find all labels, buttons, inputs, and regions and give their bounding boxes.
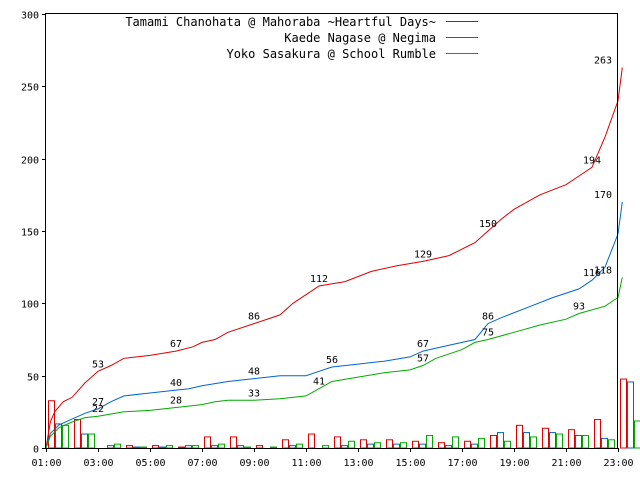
data-label: 118 xyxy=(594,265,612,276)
data-label: 170 xyxy=(594,190,612,201)
x-tick-label: 13:00 xyxy=(343,458,373,469)
legend-label: Kaede Nagase @ Negima xyxy=(284,31,436,45)
y-tick-label: 0 xyxy=(33,445,39,456)
x-tick-label: 23:00 xyxy=(603,458,633,469)
data-label: 41 xyxy=(313,377,325,388)
data-label: 116 xyxy=(583,268,601,279)
data-label: 86 xyxy=(482,312,494,323)
hourly-bar xyxy=(159,446,166,449)
data-label: 194 xyxy=(583,155,601,166)
hourly-bar xyxy=(178,446,185,449)
data-label: 48 xyxy=(248,367,260,378)
hourly-bar xyxy=(620,378,627,449)
hourly-bar xyxy=(270,446,277,449)
x-tick-label: 15:00 xyxy=(395,458,425,469)
data-label: 129 xyxy=(414,249,432,260)
data-label: 263 xyxy=(594,56,612,67)
y-tick-label: 150 xyxy=(21,228,39,239)
series-line xyxy=(45,67,623,449)
data-label: 53 xyxy=(92,359,104,370)
data-label: 150 xyxy=(479,219,497,230)
y-tick-label: 300 xyxy=(21,11,39,22)
y-tick-label: 100 xyxy=(21,300,39,311)
x-tick-label: 07:00 xyxy=(187,458,217,469)
hourly-bar xyxy=(627,381,634,449)
data-label: 67 xyxy=(417,339,429,350)
y-tick-label: 200 xyxy=(21,156,39,167)
x-tick-label: 11:00 xyxy=(291,458,321,469)
x-tick-label: 05:00 xyxy=(135,458,165,469)
hourly-bar xyxy=(133,446,140,449)
hourly-bar xyxy=(634,420,640,449)
x-tick-label: 21:00 xyxy=(551,458,581,469)
x-tick-label: 03:00 xyxy=(83,458,113,469)
series-line xyxy=(45,277,623,449)
data-label: 93 xyxy=(573,301,585,312)
data-label: 40 xyxy=(170,378,182,389)
y-tick-label: 50 xyxy=(27,373,39,384)
data-label: 27 xyxy=(92,397,104,408)
axes: 0 50 100 150 200 250 300 01:00 03:00 05:00 07:00 09… xyxy=(21,11,634,470)
hourly-bar xyxy=(140,446,147,449)
series-line xyxy=(45,202,623,449)
legend-label: Tamami Chanohata @ Mahoraba ~Heartful Da… xyxy=(125,15,436,29)
x-tick-label: 09:00 xyxy=(239,458,269,469)
legend: Tamami Chanohata @ Mahoraba ~Heartful Da… xyxy=(125,15,478,61)
legend-label: Yoko Sasakura @ School Rumble xyxy=(226,47,436,61)
data-label: 22 xyxy=(92,404,104,415)
series-lines xyxy=(45,67,623,449)
data-label: 28 xyxy=(170,395,182,406)
x-tick-label: 01:00 xyxy=(31,458,61,469)
data-label: 67 xyxy=(170,339,182,350)
y-tick-label: 250 xyxy=(21,83,39,94)
data-label: 75 xyxy=(482,328,494,339)
data-label: 112 xyxy=(310,274,328,285)
data-label: 57 xyxy=(417,354,429,365)
data-label: 86 xyxy=(248,312,260,323)
data-labels: 53 67 86 112 129 150 194 263 27 40 48 56 67 86 116 170 2… xyxy=(92,56,612,416)
x-tick-label: 17:00 xyxy=(447,458,477,469)
x-tick-label: 19:00 xyxy=(499,458,529,469)
data-label: 56 xyxy=(326,355,338,366)
data-label: 33 xyxy=(248,388,260,399)
hourly-bar xyxy=(244,446,251,449)
